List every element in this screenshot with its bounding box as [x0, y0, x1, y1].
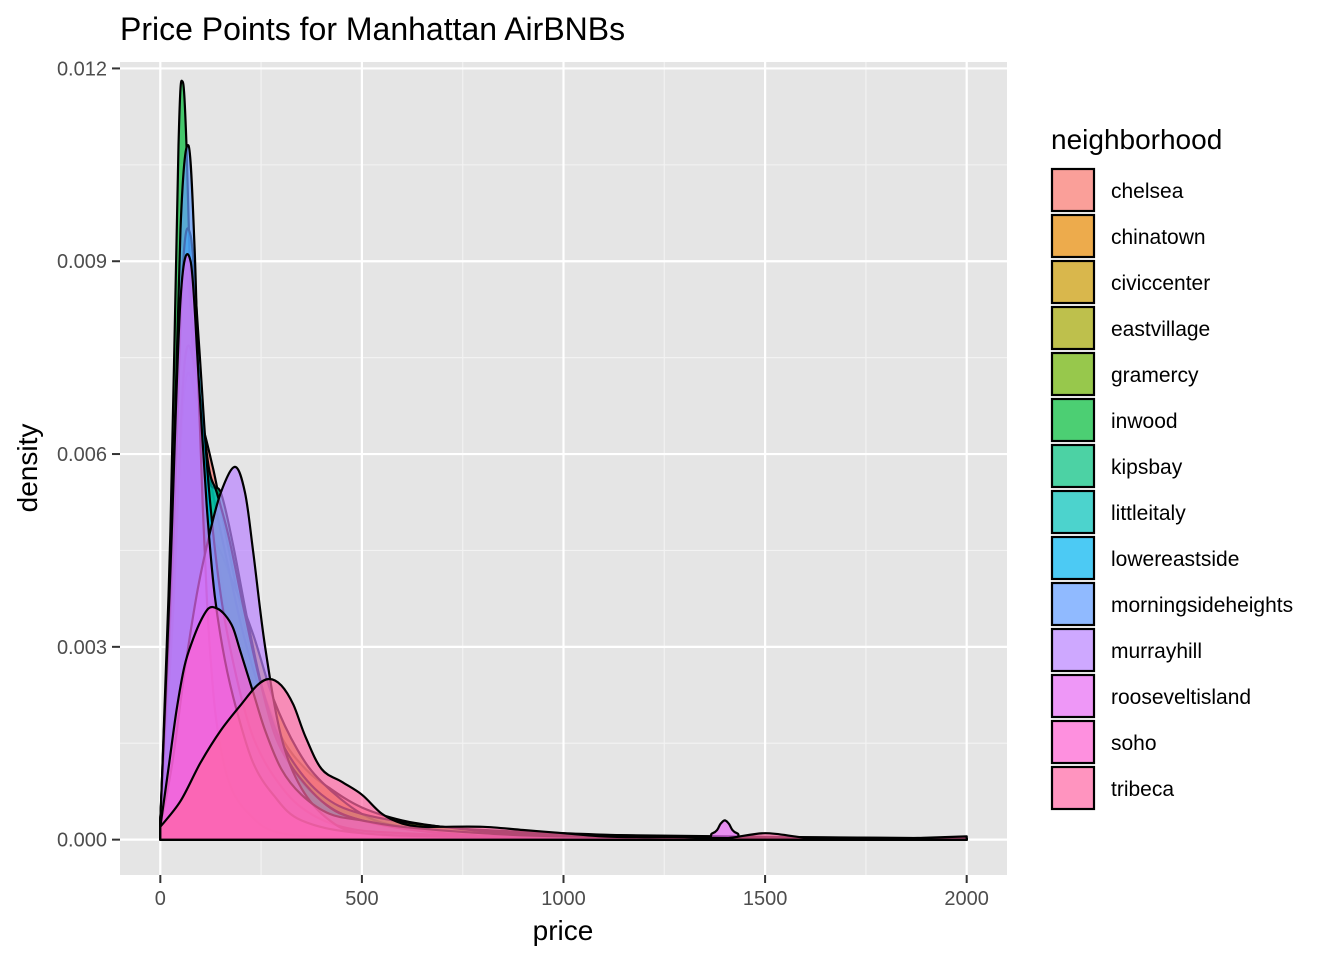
y-tick-label: 0.003	[57, 637, 107, 659]
legend-key-kipsbay	[1050, 443, 1096, 489]
legend-label-eastvillage: eastvillage	[1111, 318, 1210, 341]
y-tick-label: 0.009	[57, 251, 107, 273]
legend-label-inwood: inwood	[1111, 410, 1178, 433]
legend-key-inwood	[1050, 397, 1096, 443]
axes: 0 500 1000 1500 2000 0.000 0.003 0.006 0.009 0.01…	[57, 58, 989, 910]
legend-label-tribeca: tribeca	[1111, 778, 1174, 801]
density-areas	[159, 79, 968, 841]
legend-key-soho	[1050, 719, 1096, 765]
legend-label-littleitaly: littleitaly	[1111, 502, 1186, 525]
legend-key-littleitaly	[1050, 489, 1096, 535]
density-area-tribeca	[159, 677, 968, 841]
legend-label-civiccenter: civiccenter	[1111, 272, 1210, 295]
x-tick-label: 1000	[541, 888, 586, 910]
legend-label-murrayhill: murrayhill	[1111, 640, 1202, 663]
legend-title: neighborhood	[1051, 124, 1222, 155]
y-tick-label: 0.012	[57, 58, 107, 80]
legend-key-rooseveltisland	[1050, 673, 1096, 719]
y-tick-label: 0.006	[57, 444, 107, 466]
legend-label-lowereastside: lowereastside	[1111, 548, 1239, 571]
legend-key-lowereastside	[1050, 535, 1096, 581]
legend-key-gramercy	[1050, 351, 1096, 397]
legend-label-rooseveltisland: rooseveltisland	[1111, 686, 1251, 709]
legend-key-murrayhill	[1050, 627, 1096, 673]
legend-key-morningsideheights	[1050, 581, 1096, 627]
x-axis-label: price	[533, 915, 594, 946]
x-tick-label: 2000	[944, 888, 989, 910]
x-tick-label: 1500	[743, 888, 788, 910]
y-tick-label: 0.000	[57, 830, 107, 852]
legend-label-soho: soho	[1111, 732, 1157, 755]
chart-title: Price Points for Manhattan AirBNBs	[120, 11, 625, 47]
legend-label-kipsbay: kipsbay	[1111, 456, 1183, 479]
legend-label-chinatown: chinatown	[1111, 226, 1206, 249]
legend-key-eastvillage	[1050, 305, 1096, 351]
legend: neighborhood chelsea chinatown civiccenter…	[1050, 124, 1293, 811]
legend-label-gramercy: gramercy	[1111, 364, 1199, 387]
legend-key-chelsea	[1050, 167, 1096, 213]
legend-label-chelsea: chelsea	[1111, 180, 1184, 203]
x-tick-label: 0	[155, 888, 166, 910]
y-axis-label: density	[12, 424, 43, 513]
legend-key-tribeca	[1050, 765, 1096, 811]
legend-key-chinatown	[1050, 213, 1096, 259]
legend-label-morningsideheights: morningsideheights	[1111, 594, 1293, 617]
legend-key-civiccenter	[1050, 259, 1096, 305]
x-tick-label: 500	[345, 888, 378, 910]
